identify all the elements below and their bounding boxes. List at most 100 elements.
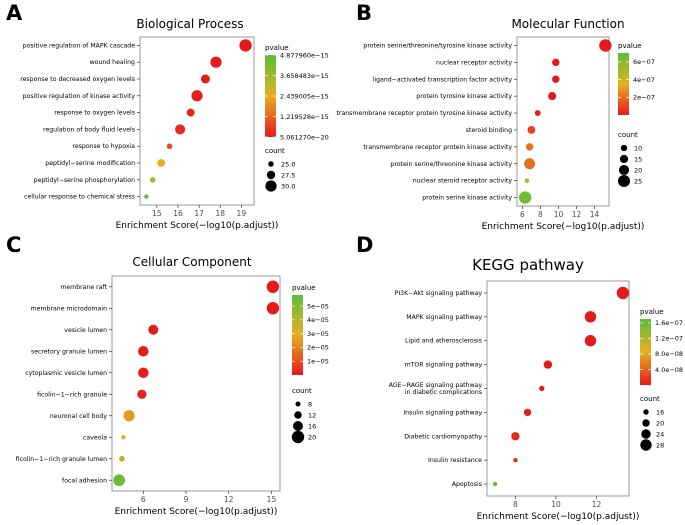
y-category-line: MAPK signaling pathway xyxy=(406,314,482,321)
size-legend-label: 25 xyxy=(634,177,642,185)
y-category-label: wound healing xyxy=(90,59,135,66)
size-legend-label: 20 xyxy=(656,419,664,427)
y-category-label: focal adhesion xyxy=(62,477,107,484)
y-category-line: neuronal cell body xyxy=(50,413,107,420)
x-tick-label: 12 xyxy=(572,210,582,219)
plot-area xyxy=(516,36,610,207)
size-legend-point xyxy=(293,421,303,431)
size-legend-title: count xyxy=(292,387,312,395)
size-legend-title: count xyxy=(618,131,638,139)
x-tick-label: 6 xyxy=(141,495,146,504)
y-category-label: caveola xyxy=(83,434,107,441)
y-category-label: vesicle lumen xyxy=(64,327,107,334)
y-category-line: wound healing xyxy=(90,59,135,66)
y-category-line: positive regulation of kinase activity xyxy=(23,93,136,100)
y-category-line: ficolin−1−rich granule lumen xyxy=(16,456,107,463)
y-category-line: in diabetic complications xyxy=(405,389,482,396)
color-bar xyxy=(618,53,629,115)
y-category-label: protein tyrosine kinase activity xyxy=(416,93,512,100)
y-category-label: PI3K−Akt signaling pathway xyxy=(395,290,483,297)
color-legend-label: 1.219528e−15 xyxy=(280,113,329,121)
data-point xyxy=(552,58,560,67)
y-category-line: nuclear receptor activity xyxy=(436,59,512,66)
y-category-label: Insulin signaling pathway xyxy=(403,409,482,416)
data-point xyxy=(523,408,532,417)
y-category-line: vesicle lumen xyxy=(64,327,107,334)
y-category-label: response to hypoxia xyxy=(72,143,135,150)
data-point xyxy=(524,158,536,170)
size-legend-label: 20 xyxy=(634,166,642,174)
size-legend-point xyxy=(643,409,649,415)
data-point xyxy=(210,56,222,68)
panel-label: D xyxy=(356,233,373,257)
color-legend-label: 5.061270e−20 xyxy=(280,133,329,141)
x-tick-label: 15 xyxy=(152,209,162,218)
color-legend-label: 3e−05 xyxy=(307,330,329,338)
panel-a: A Biological Process 15 16 17 18 19 Enrichment … xyxy=(6,1,329,231)
y-category-line: protein tyrosine kinase activity xyxy=(416,93,512,100)
y-category-line: AGE−RAGE signaling pathway xyxy=(389,382,483,389)
plot-area xyxy=(111,275,281,492)
y-category-line: response to hypoxia xyxy=(72,143,135,150)
data-point xyxy=(191,90,203,102)
y-category-line: Insulin resistance xyxy=(428,457,482,464)
data-point xyxy=(513,457,518,463)
data-point xyxy=(518,191,532,204)
size-legend-point xyxy=(642,419,650,427)
x-tick-label: 18 xyxy=(215,209,225,218)
y-category-line: transmembrane receptor protein kinase ac… xyxy=(363,144,512,151)
y-category-line: protein serine kinase activity xyxy=(422,195,512,202)
x-axis-label: Enrichment Score(−log10(p.adjust)) xyxy=(477,512,640,522)
size-legend-point xyxy=(640,439,652,451)
data-point xyxy=(175,124,186,135)
color-bar xyxy=(265,55,276,137)
data-point xyxy=(552,75,560,83)
color-legend-label: 4e−07 xyxy=(633,76,655,84)
data-point xyxy=(492,481,498,487)
size-legend-point xyxy=(620,144,628,152)
color-legend-label: 2.439005e−15 xyxy=(280,92,329,100)
data-point xyxy=(266,302,280,315)
data-point xyxy=(148,324,159,335)
color-legend-title: pvalue xyxy=(618,42,642,50)
data-point xyxy=(144,194,149,199)
size-legend-title: count xyxy=(640,395,660,403)
y-category-label: cellular response to chemical stress xyxy=(24,194,135,201)
y-category-line: cellular response to chemical stress xyxy=(24,194,135,201)
data-point xyxy=(239,39,252,52)
y-category-line: protein serine/threonine kinase activity xyxy=(390,161,512,168)
x-tick-label: 8 xyxy=(513,500,518,509)
y-category-line: membrane raft xyxy=(60,284,107,291)
color-legend-label: 3.658483e−15 xyxy=(280,72,329,80)
plot-area xyxy=(139,36,255,206)
panel-label: B xyxy=(356,1,372,25)
y-category-line: secretory granule lumen xyxy=(31,348,107,355)
data-point xyxy=(186,108,195,117)
y-category-label: transmembrane receptor protein kinase ac… xyxy=(363,144,512,151)
y-category-label: positive regulation of kinase activity xyxy=(23,93,136,100)
color-legend-label: 5e−05 xyxy=(307,302,329,310)
color-bar xyxy=(640,319,651,385)
size-legend-point xyxy=(619,154,629,164)
y-category-label: positive regulation of MAPK cascade xyxy=(23,42,135,49)
color-legend-label: 8.0e−08 xyxy=(655,350,683,358)
data-point xyxy=(149,177,156,183)
data-point xyxy=(584,311,597,323)
y-category-label: peptidyl−serine phosphorylation xyxy=(34,177,135,184)
x-tick-label: 8 xyxy=(538,210,543,219)
size-legend-label: 15 xyxy=(634,155,642,163)
size-legend-label: 16 xyxy=(656,408,664,416)
size-legend-point xyxy=(291,430,305,444)
color-legend-title: pvalue xyxy=(265,44,289,52)
y-category-label: membrane raft xyxy=(60,284,107,291)
color-legend-label: 1e−05 xyxy=(307,358,329,366)
y-category-label: Diabetic cardiomyopathy xyxy=(404,433,482,440)
data-point xyxy=(599,39,612,52)
x-tick-label: 14 xyxy=(590,210,600,219)
x-axis-label: Enrichment Score(−log10(p.adjust)) xyxy=(115,507,278,517)
y-category-line: protein serine/threonine/tyrosine kinase… xyxy=(363,42,512,49)
y-category-label: peptidyl−serine modification xyxy=(45,160,135,167)
y-category-label: ficolin−1−rich granule lumen xyxy=(16,456,107,463)
y-category-label: ligand−activated transcription factor ac… xyxy=(373,76,513,83)
